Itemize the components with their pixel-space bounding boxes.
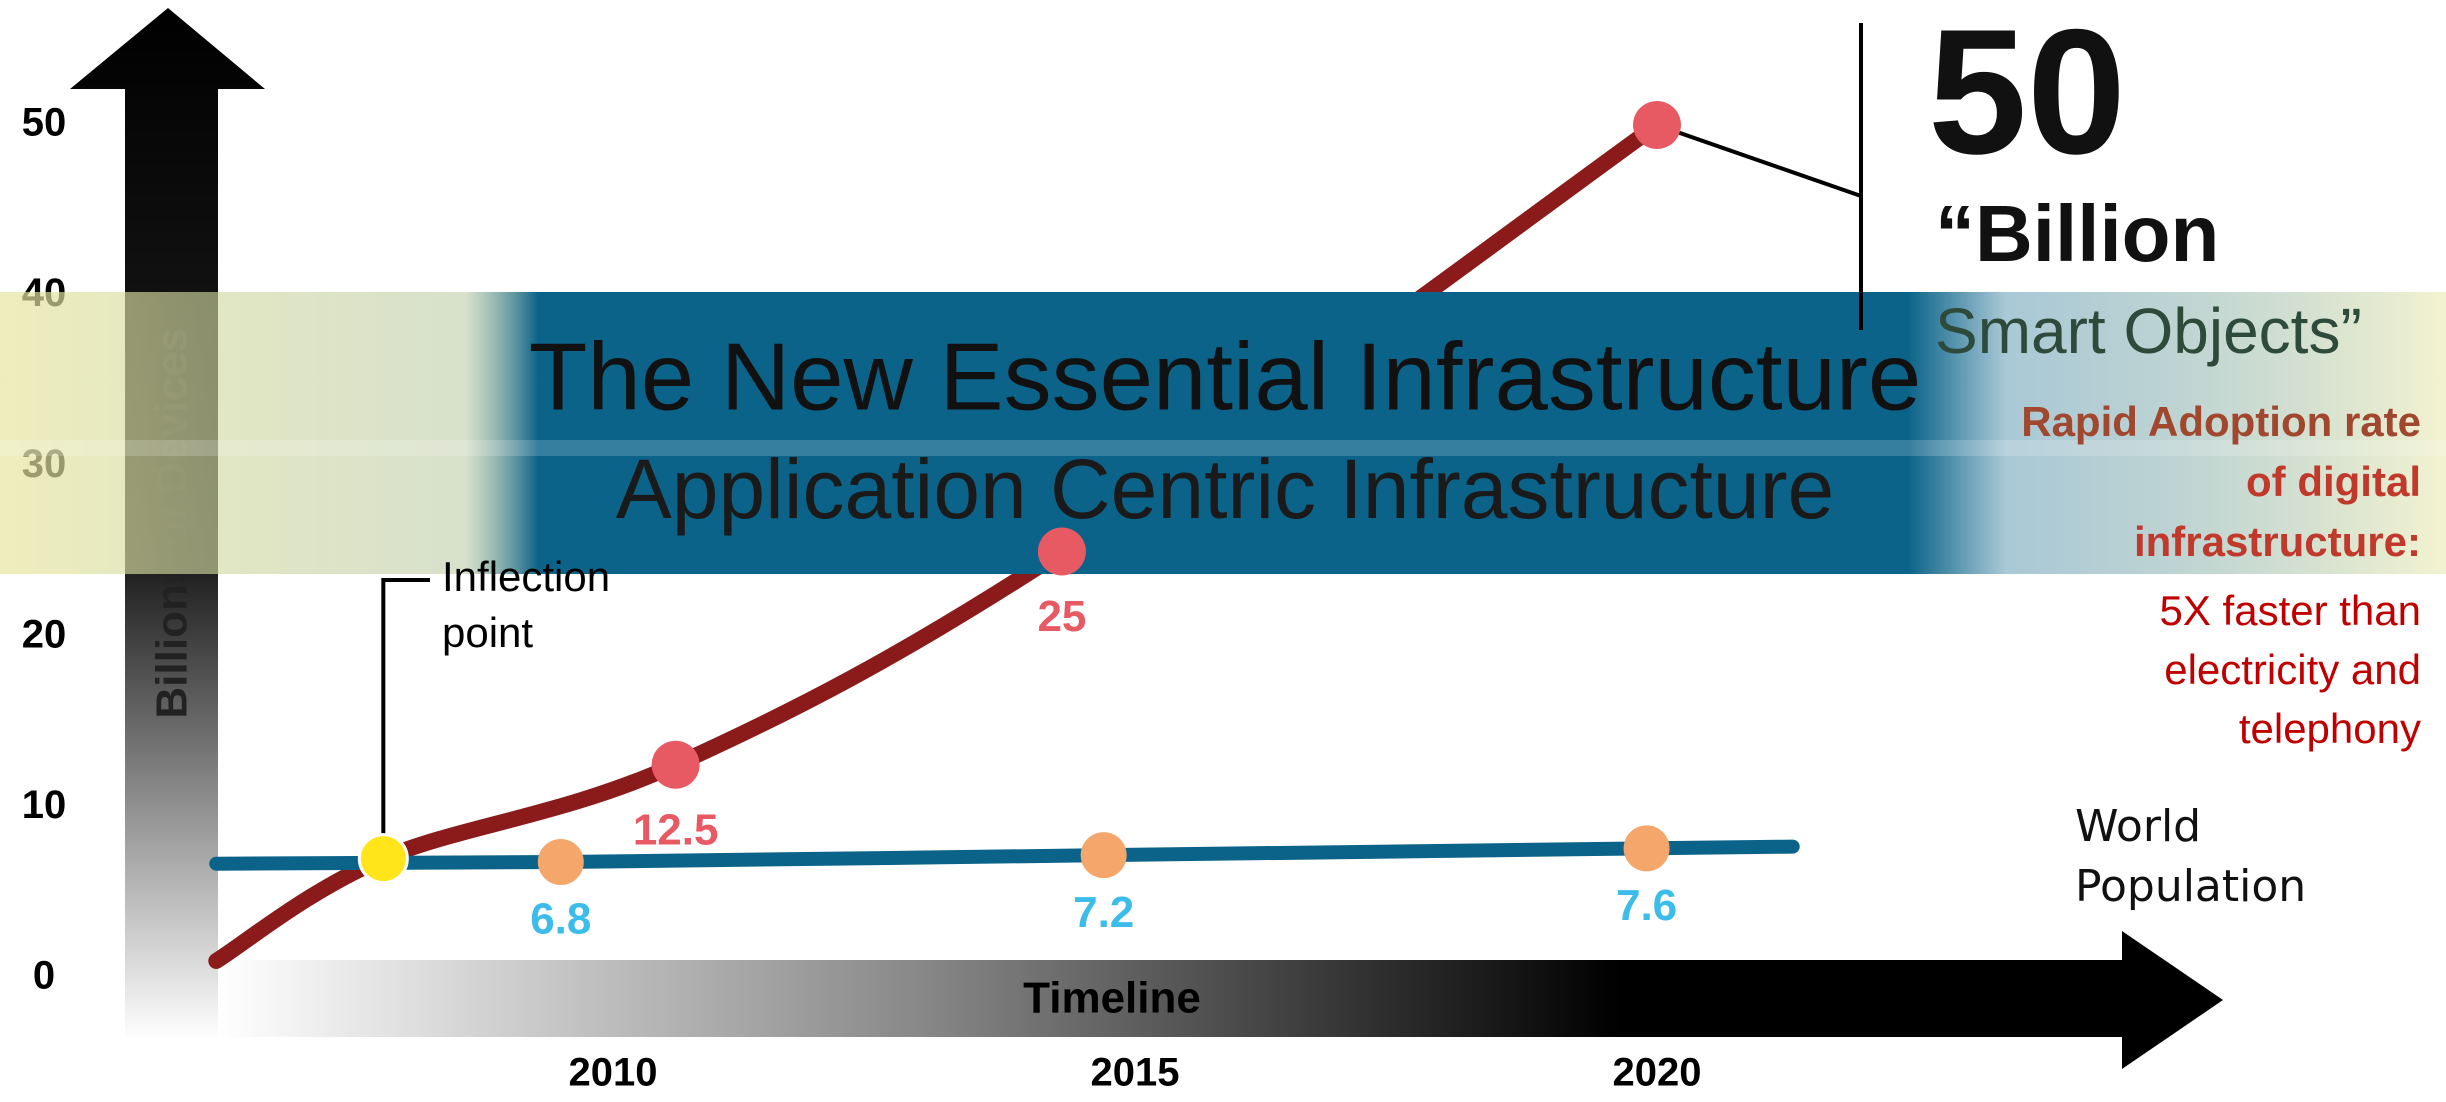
x-axis-label: Timeline (1023, 974, 1201, 1023)
marker (537, 838, 584, 885)
inflection-label: Inflection (442, 553, 610, 600)
inflection-label: point (442, 609, 533, 656)
banner-stripe (0, 440, 2446, 456)
banner-title: The New Essential Infrastructure (529, 323, 1922, 430)
marker (1080, 832, 1127, 879)
faster-text: 5X faster than (2160, 587, 2422, 634)
rate-text: of digital (2246, 458, 2421, 505)
x-tick-label: 2010 (569, 1051, 658, 1095)
x-axis-arrow (218, 931, 2223, 1069)
marker (1623, 825, 1670, 872)
headline-text: Smart Objects” (1935, 295, 2362, 367)
x-tick-label: 2020 (1613, 1051, 1702, 1095)
pointer-line (1656, 123, 1862, 198)
marker (1633, 101, 1681, 149)
faster-text: electricity and (2164, 646, 2421, 693)
legend-label: World Population (2075, 801, 2307, 912)
data-label: 12.5 (633, 805, 719, 854)
y-tick-label: 20 (22, 612, 67, 656)
banner (0, 292, 2446, 574)
banner-subtitle: Application Centric Infrastructure (616, 442, 1835, 536)
headline-number: 50 (1928, 0, 2126, 191)
rate-text: Rapid Adoption rate (2021, 398, 2421, 445)
y-tick-label: 0 (33, 954, 55, 998)
marker (651, 740, 700, 789)
data-label: 25 (1037, 592, 1086, 641)
headline-text: “Billion (1935, 189, 2219, 278)
faster-text: telephony (2239, 705, 2421, 752)
data-label: 7.2 (1073, 888, 1134, 937)
data-label: 6.8 (530, 895, 591, 944)
inflection-marker (357, 833, 409, 885)
marker (1037, 527, 1086, 576)
y-tick-label: 50 (22, 101, 67, 145)
y-tick-label: 10 (22, 783, 67, 827)
pointer-line (381, 578, 430, 859)
x-tick-label: 2015 (1091, 1051, 1180, 1095)
data-label: 7.6 (1616, 881, 1677, 930)
series-line (209, 839, 1800, 871)
rate-text: infrastructure: (2134, 518, 2421, 565)
